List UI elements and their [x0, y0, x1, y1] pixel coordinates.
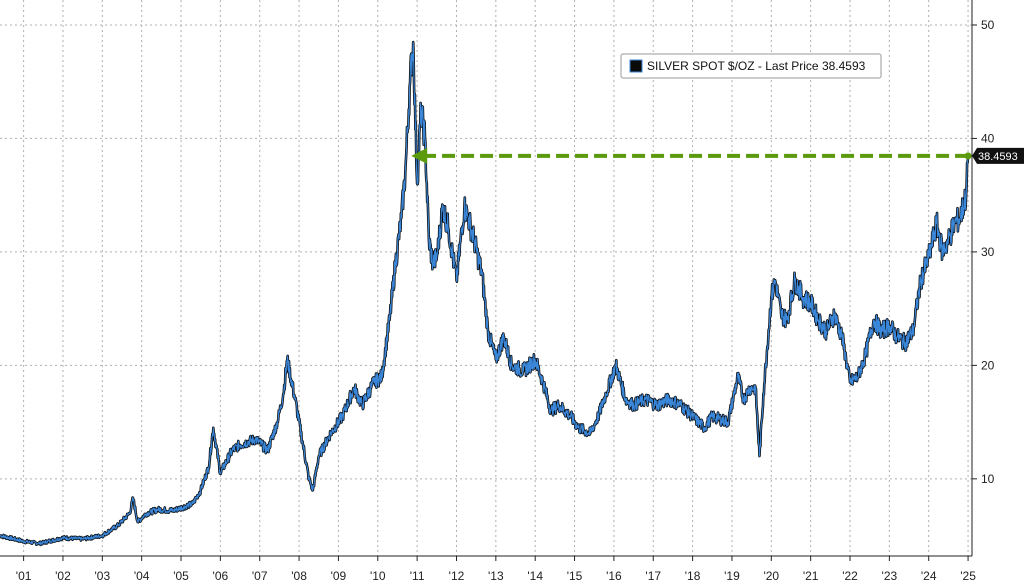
x-tick-label-16: '17 [645, 569, 661, 583]
x-tick-label-20: '21 [803, 569, 819, 583]
x-tick-label-13: '14 [527, 569, 543, 583]
legend-swatch [629, 59, 643, 73]
x-tick-label-3: '04 [134, 569, 150, 583]
x-tick-label-8: '09 [331, 569, 347, 583]
x-tick-label-19: '20 [763, 569, 779, 583]
x-tick-label-2: '03 [94, 569, 110, 583]
price-series [0, 40, 970, 547]
x-tick-label-18: '19 [724, 569, 740, 583]
x-tick-label-22: '23 [882, 569, 898, 583]
last-price-tag-label: 38.4593 [978, 151, 1018, 163]
last-price-tag-background [972, 147, 1024, 164]
x-tick-label-12: '13 [488, 569, 504, 583]
x-tick-label-11: '12 [449, 569, 465, 583]
axes: 10 20 30 40 50 '01 '02 '03 '04 '05 '06 '07 '08 '09 '10… [0, 0, 995, 583]
arrow-head [411, 147, 428, 164]
y-tick-label-40: 40 [981, 131, 995, 145]
x-tick-label-6: '07 [252, 569, 268, 583]
x-tick-label-0: '01 [16, 569, 32, 583]
x-tick-label-9: '10 [370, 569, 386, 583]
x-tick-label-5: '06 [213, 569, 229, 583]
legend-label: SILVER SPOT $/OZ - Last Price 38.4593 [647, 59, 866, 73]
x-tick-label-15: '16 [606, 569, 622, 583]
y-tick-label-10: 10 [981, 472, 995, 486]
x-tick-label-17: '18 [685, 569, 701, 583]
y-tick-label-50: 50 [981, 18, 995, 32]
last-price-tag: 38.4593 [972, 147, 1024, 164]
legend: SILVER SPOT $/OZ - Last Price 38.4593 [620, 53, 882, 79]
x-tick-label-21: '22 [842, 569, 858, 583]
x-tick-label-10: '11 [410, 569, 425, 583]
x-tick-label-23: '24 [921, 569, 937, 583]
x-tick-label-7: '08 [291, 569, 307, 583]
y-tick-label-30: 30 [981, 245, 995, 259]
price-line-blue [0, 41, 969, 546]
x-tick-label-1: '02 [55, 569, 71, 583]
legend-box [620, 53, 882, 79]
x-tick-label-14: '15 [567, 569, 583, 583]
last-price-arrow [411, 147, 972, 164]
gridlines [0, 0, 972, 556]
x-tick-label-4: '05 [173, 569, 189, 583]
y-tick-label-20: 20 [981, 358, 995, 372]
arrow-origin-dot [964, 152, 972, 160]
x-tick-label-24: '25 [960, 569, 976, 583]
